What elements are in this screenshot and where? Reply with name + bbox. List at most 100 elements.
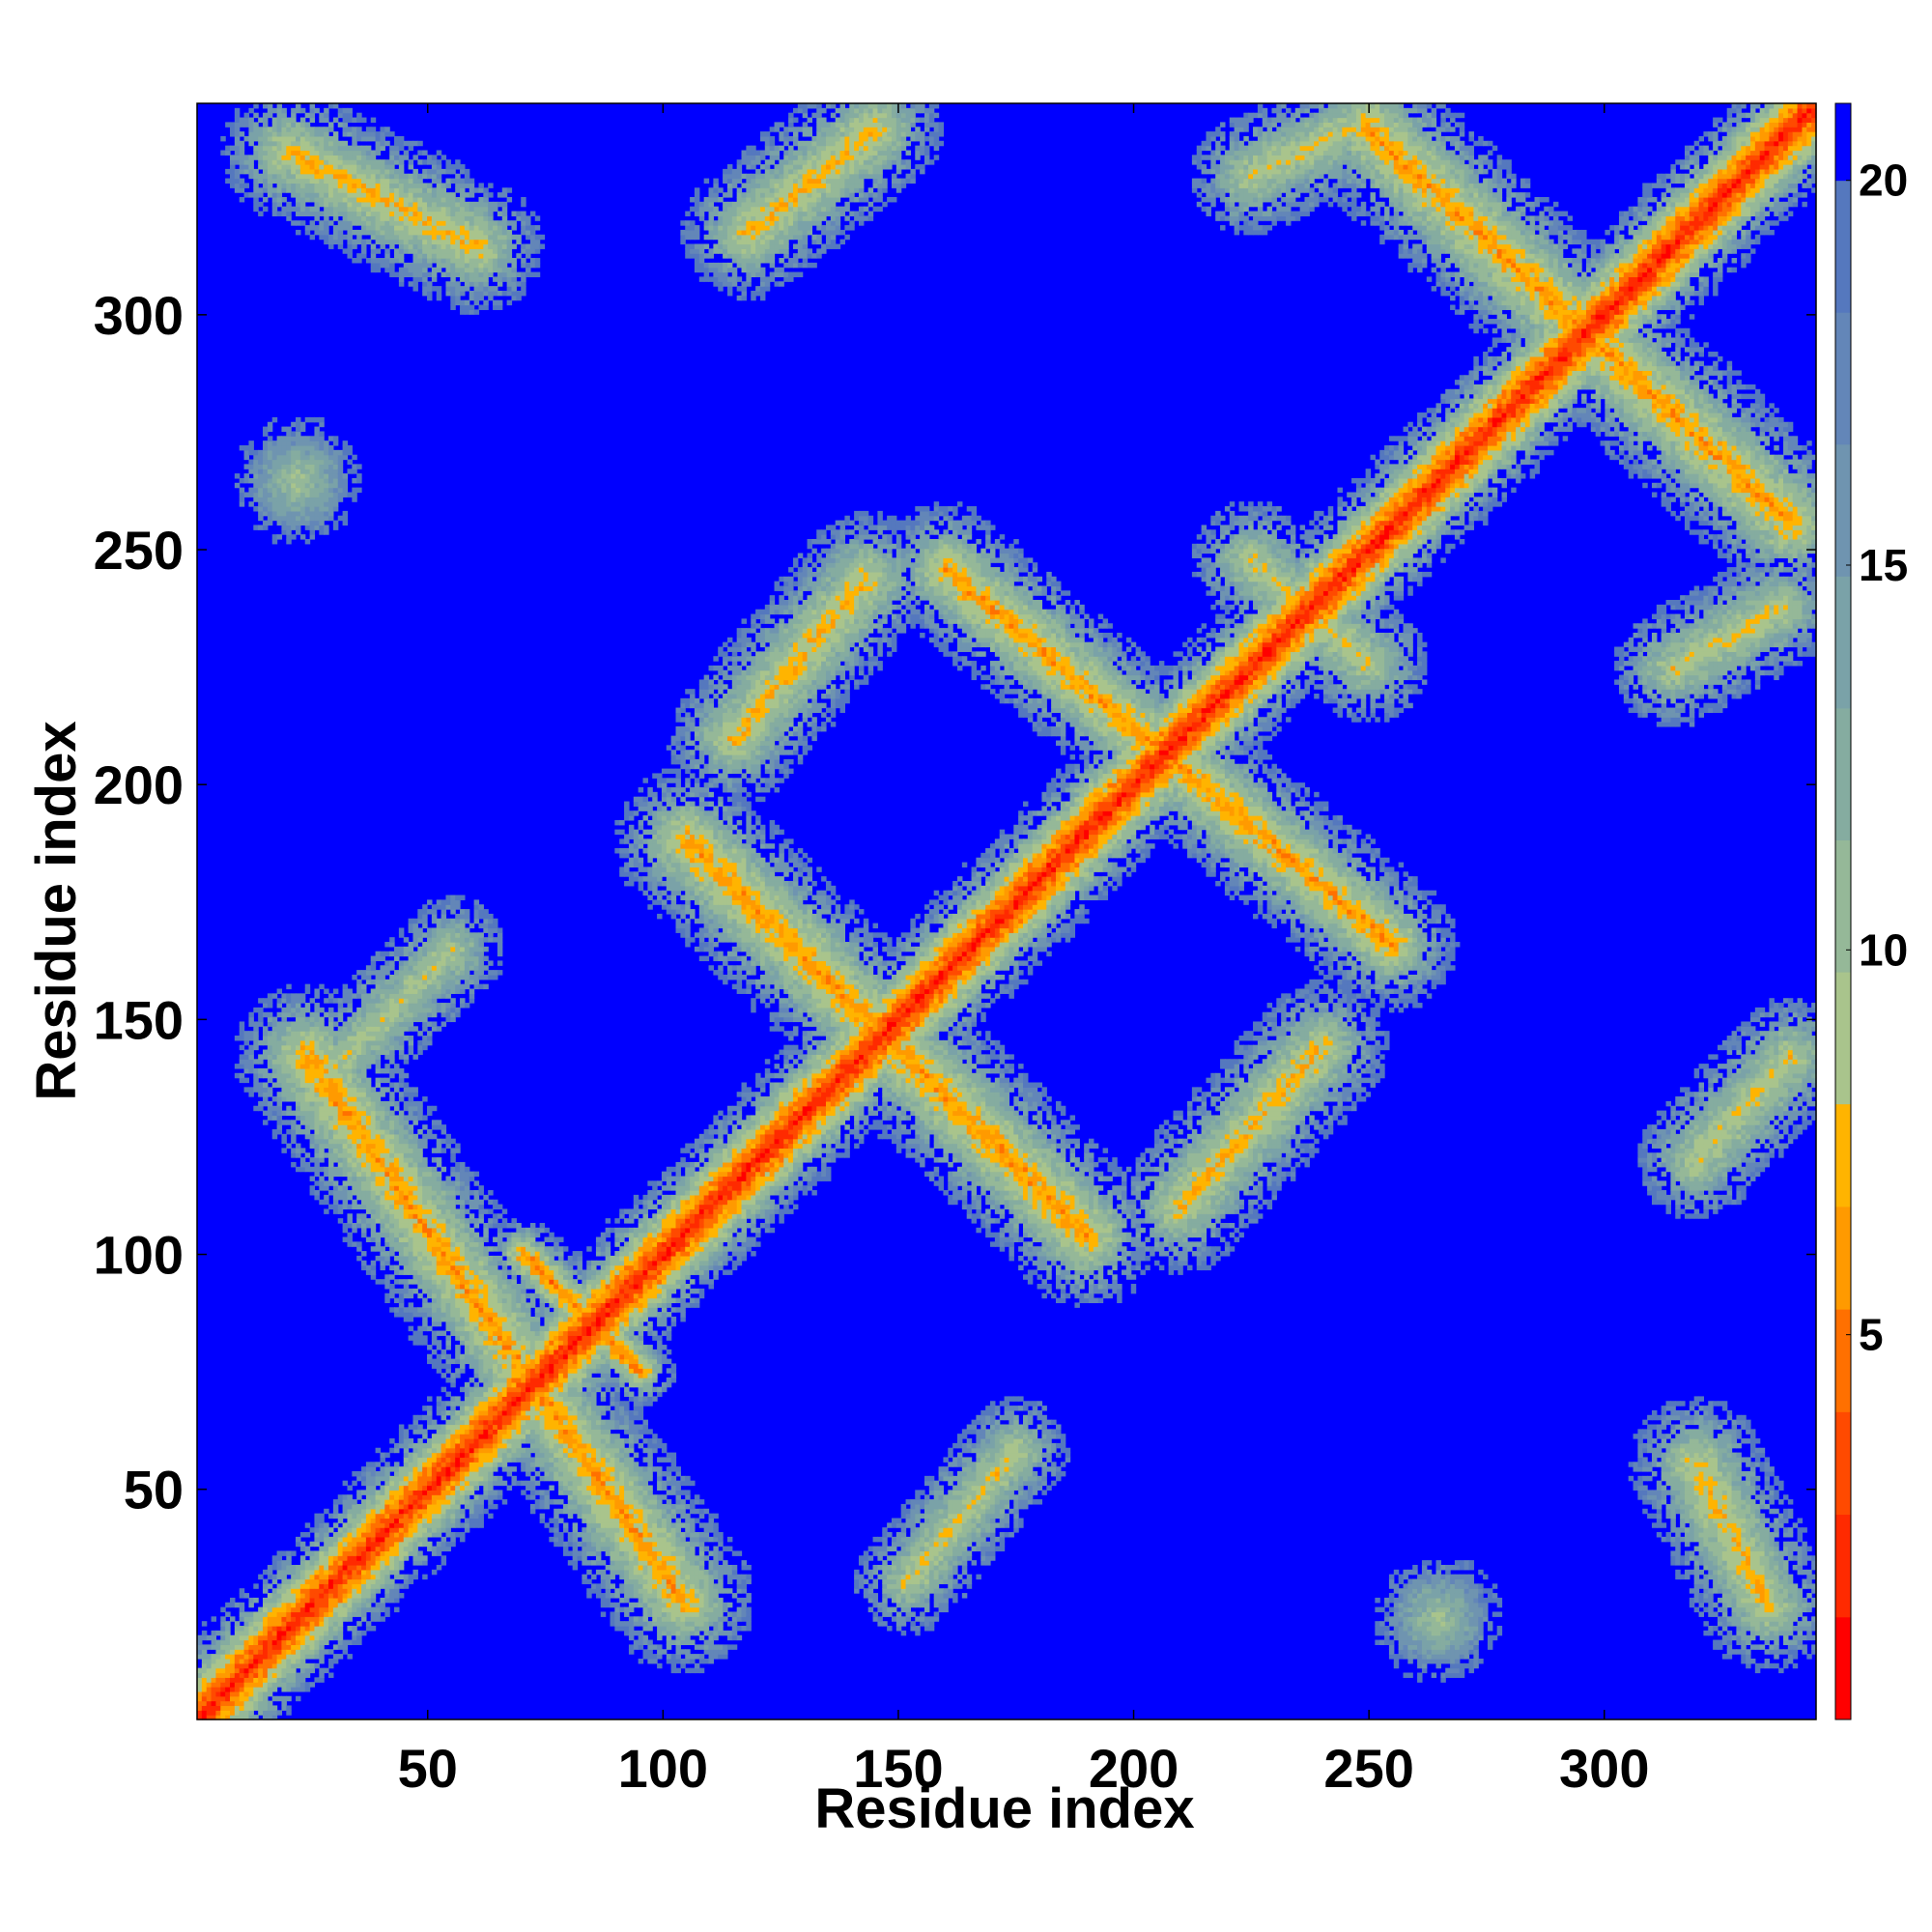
heatmap-cell	[309, 1639, 316, 1646]
heatmap-cell	[361, 1616, 367, 1622]
heatmap-cell	[291, 1654, 297, 1660]
heatmap-cell	[281, 436, 287, 441]
heatmap-cell	[352, 1499, 357, 1505]
heatmap-cell	[361, 1161, 367, 1168]
heatmap-cell	[370, 1522, 377, 1528]
heatmap-cell	[299, 1105, 306, 1112]
heatmap-cell	[253, 192, 259, 198]
heatmap-cell	[408, 1138, 414, 1145]
heatmap-cell	[440, 1475, 447, 1482]
heatmap-cell	[286, 538, 292, 545]
heatmap-cell	[253, 464, 259, 469]
heatmap-cell	[417, 1232, 423, 1238]
heatmap-cell	[347, 1518, 353, 1523]
heatmap-cell	[342, 1077, 349, 1084]
heatmap-cell	[337, 487, 344, 494]
heatmap-cell	[394, 159, 400, 165]
heatmap-cell	[230, 168, 236, 175]
heatmap-cell	[253, 477, 259, 484]
heatmap-cell	[375, 1232, 382, 1238]
heatmap-cell	[403, 1213, 410, 1219]
heatmap-cell	[361, 1550, 367, 1556]
heatmap-cell	[431, 1321, 438, 1327]
heatmap-cell	[361, 1096, 367, 1102]
heatmap-cell	[267, 421, 273, 428]
heatmap-cell	[417, 974, 423, 980]
heatmap-cell	[267, 1054, 273, 1060]
heatmap-cell	[276, 1100, 283, 1107]
heatmap-cell	[319, 1110, 325, 1117]
heatmap-cell	[314, 1644, 320, 1650]
heatmap-cell	[365, 1222, 372, 1229]
heatmap-cell	[431, 993, 438, 999]
heatmap-cell	[319, 178, 325, 185]
heatmap-cell	[337, 1036, 344, 1041]
heatmap-cell	[412, 918, 418, 924]
heatmap-cell	[412, 1148, 418, 1153]
heatmap-cell	[215, 1705, 221, 1711]
heatmap-cell	[389, 206, 395, 213]
heatmap-cell	[417, 1447, 423, 1454]
heatmap-cell	[206, 1700, 213, 1707]
heatmap-cell	[314, 1133, 320, 1140]
heatmap-cell	[324, 1087, 329, 1093]
heatmap-cell	[370, 1031, 377, 1037]
heatmap-cell	[309, 1616, 316, 1622]
heatmap-cell	[370, 1560, 377, 1566]
heatmap-cell	[253, 1077, 259, 1084]
heatmap-cell	[422, 1039, 428, 1046]
heatmap-cell	[211, 1667, 217, 1674]
heatmap-cell	[239, 1710, 245, 1716]
heatmap-cell	[398, 965, 405, 971]
heatmap-cell	[352, 155, 357, 160]
heatmap-cell	[248, 1602, 254, 1608]
heatmap-cell	[271, 538, 278, 545]
heatmap-cell	[267, 1036, 273, 1041]
heatmap-cell	[299, 1639, 306, 1646]
heatmap-cell	[299, 1654, 306, 1660]
heatmap-cell	[417, 201, 423, 208]
heatmap-cell	[258, 187, 264, 193]
heatmap-cell	[263, 1710, 269, 1716]
heatmap-cell	[328, 464, 334, 469]
heatmap-cell	[361, 1194, 367, 1201]
heatmap-cell	[324, 173, 329, 180]
heatmap-cell	[299, 482, 306, 489]
heatmap-cell	[324, 497, 329, 502]
heatmap-cell	[332, 1499, 339, 1505]
heatmap-cell	[431, 1438, 438, 1444]
heatmap-cell	[197, 1710, 203, 1716]
heatmap-cell	[417, 1414, 423, 1421]
heatmap-cell	[408, 1503, 414, 1510]
heatmap-cell	[417, 1204, 423, 1210]
heatmap-cell	[319, 436, 325, 441]
heatmap-cell	[431, 960, 438, 966]
heatmap-cell	[337, 1564, 344, 1571]
heatmap-cell	[248, 1667, 254, 1674]
heatmap-cell	[427, 1232, 433, 1238]
heatmap-cell	[389, 1527, 395, 1533]
heatmap-cell	[408, 1470, 414, 1477]
heatmap-cell	[267, 1092, 273, 1097]
heatmap-cell	[309, 150, 316, 156]
heatmap-cell	[309, 1016, 316, 1023]
heatmap-cell	[440, 1302, 447, 1308]
heatmap-cell	[394, 1470, 400, 1477]
heatmap-cell	[276, 1564, 283, 1571]
heatmap-cell	[258, 1626, 264, 1632]
heatmap-cell	[243, 1672, 250, 1678]
heatmap-cell	[286, 1578, 292, 1584]
heatmap-cell	[375, 1546, 382, 1552]
heatmap-cell	[389, 1016, 395, 1023]
heatmap-cell	[361, 1588, 367, 1594]
heatmap-cell	[417, 1157, 423, 1163]
heatmap-cell	[319, 1157, 325, 1163]
heatmap-cell	[398, 187, 405, 193]
heatmap-cell	[286, 1639, 292, 1646]
heatmap-cell	[296, 1096, 301, 1102]
heatmap-cell	[220, 1682, 226, 1688]
heatmap-cell	[263, 1667, 269, 1674]
heatmap-cell	[296, 1072, 301, 1079]
heatmap-cell	[356, 1241, 362, 1247]
heatmap-cell	[276, 211, 283, 216]
